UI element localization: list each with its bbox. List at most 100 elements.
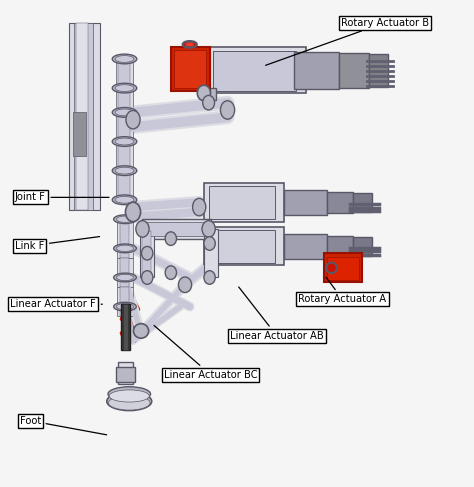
Bar — [284, 190, 327, 215]
Bar — [204, 229, 218, 278]
Bar — [327, 192, 353, 213]
Bar — [171, 47, 210, 91]
Ellipse shape — [117, 303, 134, 310]
Bar — [353, 237, 372, 256]
Bar — [143, 219, 211, 239]
Text: Rotary Actuator A: Rotary Actuator A — [299, 277, 387, 304]
Ellipse shape — [142, 271, 153, 284]
Ellipse shape — [197, 85, 210, 101]
Ellipse shape — [326, 262, 337, 273]
Bar — [118, 287, 133, 317]
Bar — [118, 88, 130, 112]
Bar — [213, 51, 296, 91]
Bar — [123, 304, 128, 350]
Ellipse shape — [114, 273, 137, 282]
Bar — [73, 112, 86, 156]
Ellipse shape — [112, 166, 137, 175]
Ellipse shape — [117, 245, 134, 251]
Ellipse shape — [115, 167, 134, 174]
Bar — [116, 367, 135, 382]
Ellipse shape — [126, 202, 141, 222]
Bar — [118, 170, 130, 200]
Bar — [209, 230, 275, 263]
Bar — [209, 47, 306, 93]
Bar — [142, 231, 151, 275]
Bar — [140, 229, 155, 278]
Bar — [76, 22, 88, 209]
Ellipse shape — [165, 266, 176, 280]
Ellipse shape — [115, 109, 134, 116]
Bar — [369, 54, 388, 87]
Ellipse shape — [134, 324, 149, 338]
Ellipse shape — [114, 215, 137, 224]
Ellipse shape — [142, 246, 153, 260]
Ellipse shape — [112, 83, 137, 93]
Bar — [116, 170, 134, 200]
Ellipse shape — [115, 196, 134, 203]
Bar — [209, 186, 275, 219]
Ellipse shape — [136, 221, 149, 237]
Bar — [74, 22, 93, 209]
Bar — [118, 142, 130, 170]
Ellipse shape — [112, 54, 137, 64]
Ellipse shape — [112, 108, 137, 117]
Ellipse shape — [117, 216, 134, 223]
Text: Rotary Actuator B: Rotary Actuator B — [265, 18, 429, 65]
Ellipse shape — [220, 101, 235, 119]
Bar — [118, 112, 130, 142]
Bar — [121, 304, 130, 350]
Ellipse shape — [114, 302, 137, 311]
Bar — [69, 22, 100, 209]
Ellipse shape — [107, 392, 152, 411]
Bar — [116, 142, 134, 170]
Bar — [327, 236, 353, 257]
Text: Link F: Link F — [15, 237, 100, 251]
Ellipse shape — [109, 390, 149, 402]
Bar — [147, 222, 206, 236]
Text: Linear Actuator BC: Linear Actuator BC — [154, 325, 257, 379]
Bar — [204, 226, 284, 265]
Ellipse shape — [114, 244, 137, 253]
Ellipse shape — [192, 198, 206, 216]
Ellipse shape — [112, 195, 137, 205]
Ellipse shape — [182, 41, 197, 48]
Text: Linear Actuator AB: Linear Actuator AB — [230, 287, 324, 341]
Bar — [118, 219, 133, 258]
Ellipse shape — [178, 277, 191, 293]
Bar — [353, 193, 372, 212]
Ellipse shape — [115, 138, 134, 145]
Bar — [120, 219, 129, 258]
Bar — [120, 258, 129, 287]
Bar — [116, 88, 134, 112]
Ellipse shape — [112, 137, 137, 147]
Ellipse shape — [117, 274, 134, 281]
Bar — [327, 257, 359, 280]
Bar — [118, 59, 130, 88]
Bar — [120, 287, 129, 317]
Bar — [294, 52, 338, 89]
Ellipse shape — [108, 387, 151, 401]
Bar — [204, 88, 216, 100]
Ellipse shape — [115, 85, 134, 92]
Ellipse shape — [115, 56, 134, 62]
Text: Linear Actuator F: Linear Actuator F — [10, 299, 102, 309]
Bar — [118, 362, 133, 384]
Text: Foot: Foot — [19, 416, 107, 435]
Ellipse shape — [109, 395, 150, 410]
Ellipse shape — [202, 221, 215, 237]
Ellipse shape — [185, 42, 194, 47]
Bar — [118, 258, 133, 287]
Ellipse shape — [204, 271, 215, 284]
Bar — [173, 50, 206, 88]
Ellipse shape — [203, 95, 215, 110]
Bar — [116, 112, 134, 142]
Bar — [284, 234, 327, 259]
Ellipse shape — [204, 237, 215, 250]
Text: Joint F: Joint F — [15, 192, 109, 203]
Ellipse shape — [165, 232, 176, 245]
Bar — [338, 53, 369, 88]
Ellipse shape — [126, 111, 140, 129]
Bar — [116, 59, 134, 88]
Bar — [324, 253, 362, 282]
Bar — [204, 183, 284, 222]
